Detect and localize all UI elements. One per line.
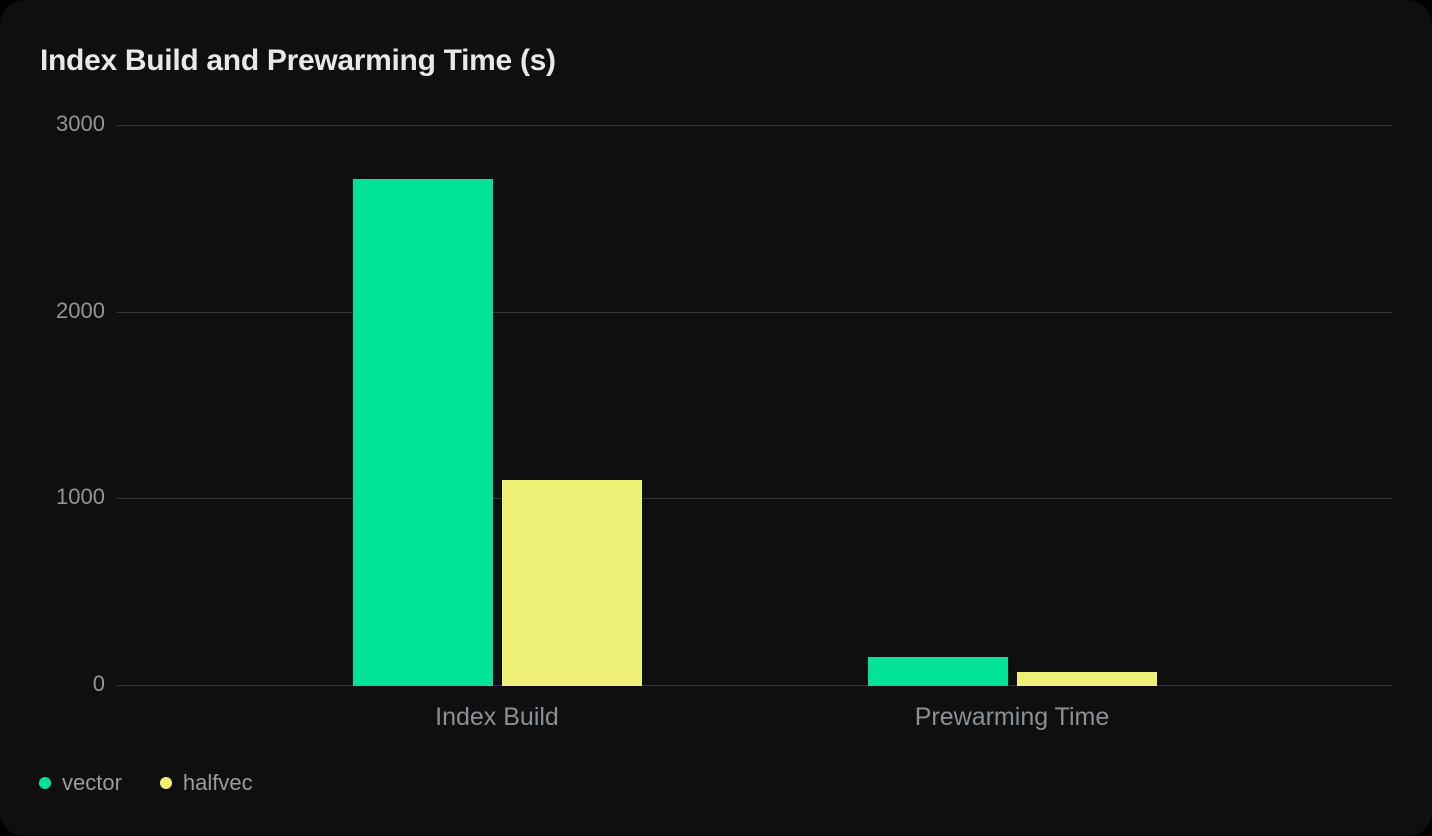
- y-axis-tick-2000: 2000: [56, 297, 105, 323]
- y-axis-tick-0: 0: [92, 671, 105, 696]
- gridline-0: [117, 685, 1392, 686]
- gridline-2000: [117, 311, 1392, 313]
- y-axis-tick-3000: 3000: [56, 111, 105, 136]
- bar-halfvec-prewarming-time[interactable]: [1017, 672, 1157, 686]
- bar-halfvec-index-build[interactable]: [502, 480, 642, 686]
- legend-swatch-vector-icon: [39, 777, 51, 789]
- gridline-3000: [117, 125, 1392, 126]
- bar-vector-prewarming-time[interactable]: [868, 657, 1008, 686]
- legend-item-vector[interactable]: vector: [39, 770, 122, 796]
- bar-vector-index-build[interactable]: [353, 179, 493, 686]
- legend-label-halfvec: halfvec: [182, 770, 253, 795]
- legend-item-halfvec[interactable]: halfvec: [159, 770, 253, 796]
- legend-swatch-halfvec-icon: [159, 777, 172, 789]
- gridline-1000: [117, 498, 1392, 500]
- legend: vector halfvec: [39, 770, 253, 796]
- x-axis-label-index-build: Index Build: [435, 703, 559, 731]
- chart-title: Index Build and Prewarming Time (s): [40, 44, 556, 77]
- x-axis-label-prewarming-time: Prewarming Time: [914, 703, 1110, 731]
- y-axis-tick-1000: 1000: [56, 484, 105, 510]
- legend-label-vector: vector: [62, 770, 122, 795]
